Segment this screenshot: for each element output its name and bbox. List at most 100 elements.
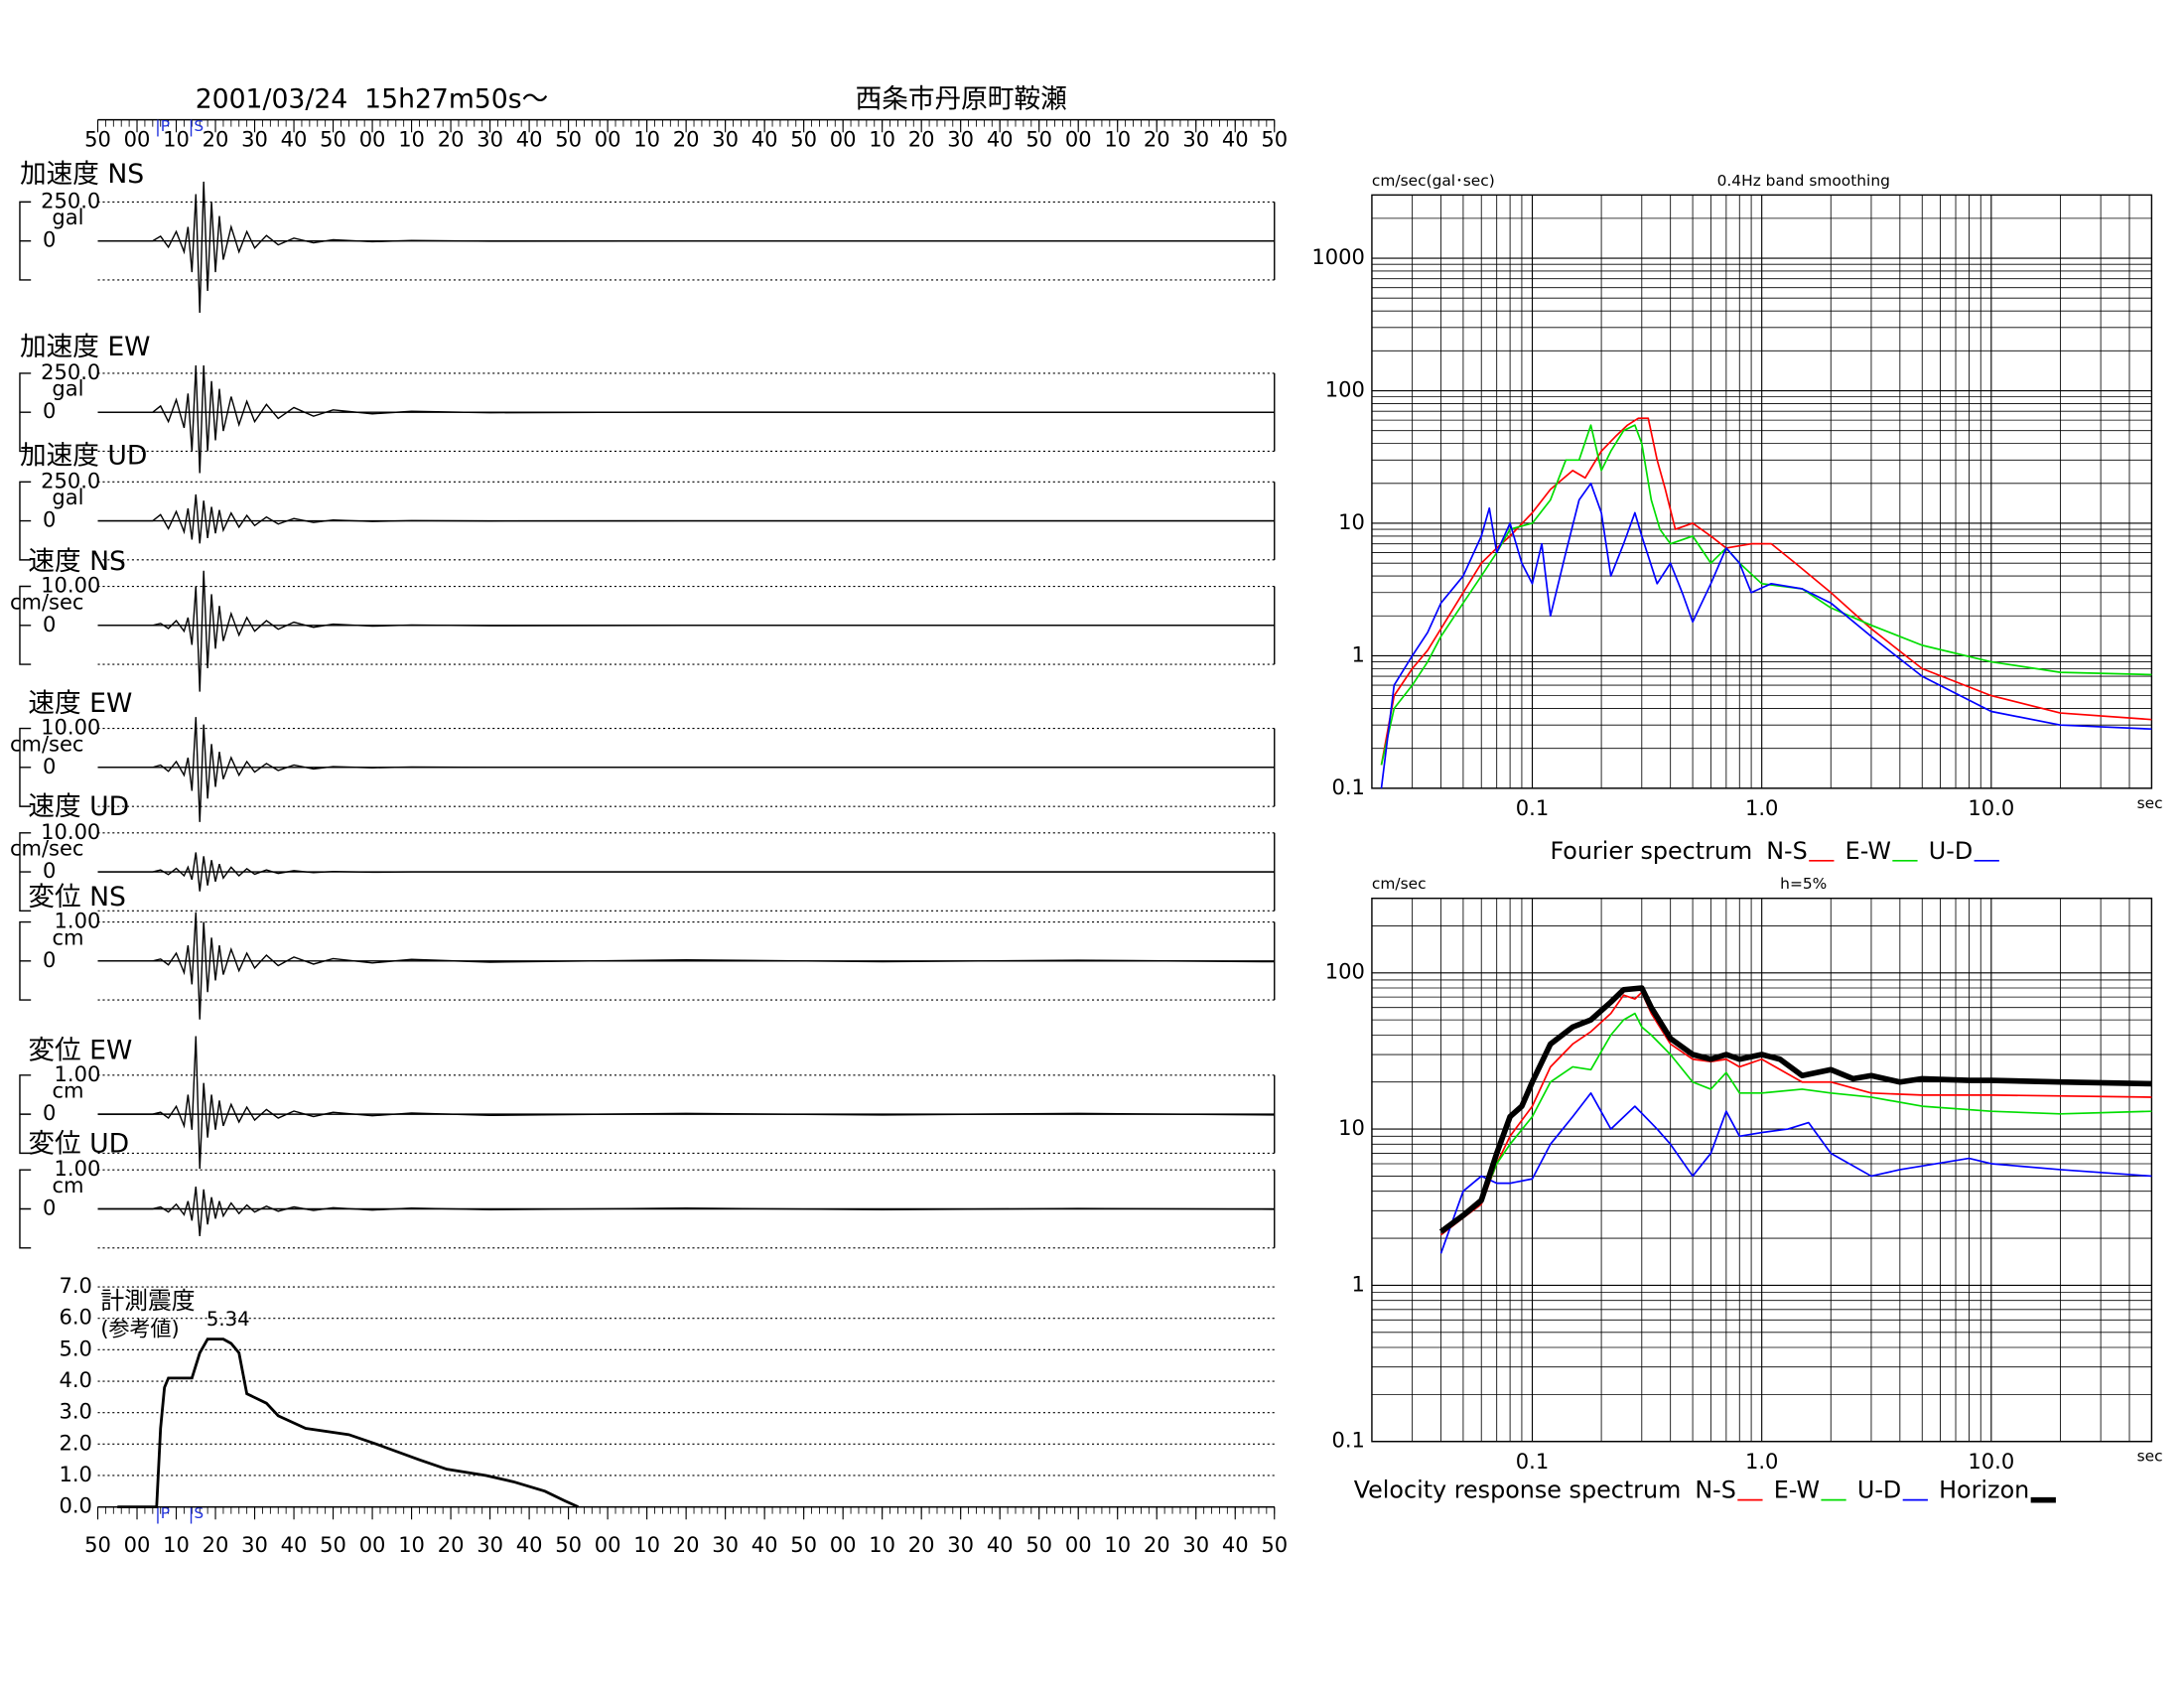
x-tick-label: 50 [555, 1532, 582, 1557]
y-tick-label: 1000 [1311, 244, 1364, 269]
y-tick-label: 1.00 [55, 1156, 101, 1181]
x-tick-label: 10 [1104, 127, 1131, 152]
legend-label: Horizon [1939, 1477, 2029, 1504]
x-tick-label: 20 [1144, 127, 1170, 152]
y-tick-label: 1.00 [55, 909, 101, 933]
spectrum-line [1438, 985, 2152, 1234]
trace-label: 速度 NS [28, 546, 126, 577]
y-tick-label: 0.1 [1331, 1428, 1364, 1453]
x-tick-label: 00 [124, 1532, 151, 1557]
y-tick-label: 1 [1352, 641, 1365, 666]
trace-unit: cm/sec [10, 731, 84, 756]
x-tick-label: 10 [633, 127, 660, 152]
y-tick-label: 0 [43, 1100, 56, 1125]
x-tick-label: 1.0 [1745, 795, 1778, 820]
trace-unit: cm [52, 924, 83, 949]
trace-label: 変位 NS [28, 882, 126, 913]
y-tick-label: 1.00 [55, 1061, 101, 1086]
x-tick-label: 20 [1144, 1532, 1170, 1557]
x-tick-label: 50 [1025, 1532, 1052, 1557]
x-tick-label: 10 [633, 1532, 660, 1557]
trace-unit: gal [52, 205, 83, 229]
station-name: 西条市丹原町鞍瀬 [856, 83, 1067, 114]
plot-frame [1371, 898, 2153, 1443]
x-tick-label: 30 [241, 127, 268, 152]
record-time: 2001/03/24 15h27m50s～ [196, 83, 549, 114]
x-tick-label: 0.1 [1516, 795, 1549, 820]
waveform [97, 1187, 1275, 1237]
trace-label: 加速度 EW [20, 332, 151, 362]
y-tick-label: 0 [43, 612, 56, 636]
trace-bracket [19, 481, 32, 561]
x-tick-label: 00 [595, 1532, 621, 1557]
y-tick-label: 1.0 [59, 1462, 91, 1486]
y-tick-label: 250.0 [41, 359, 100, 384]
trace-unit: gal [52, 376, 83, 401]
legend-title: Velocity response spectrum [1354, 1477, 1682, 1504]
intensity-title: 計測震度 [100, 1287, 195, 1315]
y-tick-label: 0.1 [1331, 774, 1364, 799]
y-tick-label: 10 [1338, 1115, 1365, 1140]
plot-frame [1371, 194, 2153, 789]
spectrum-line [1380, 417, 2152, 766]
x-tick-label: 50 [84, 1532, 111, 1557]
y-tick-label: 0.0 [59, 1493, 91, 1518]
x-tick-label: 00 [359, 1532, 386, 1557]
y-axis-unit: cm/sec [1372, 875, 1427, 893]
phase-label: S [194, 1504, 204, 1522]
trace-unit: gal [52, 485, 83, 509]
x-tick-label: 10 [163, 127, 190, 152]
legend-label: E-W [1845, 837, 1891, 865]
intensity-subtitle: (参考値) [100, 1317, 179, 1341]
y-tick-label: 10.00 [41, 573, 100, 598]
waveform [97, 912, 1275, 1020]
x-tick-label: 50 [320, 127, 346, 152]
trace-bracket [19, 832, 32, 913]
trace-label: 変位 UD [28, 1128, 129, 1159]
waveform [97, 493, 1275, 544]
waveform [97, 717, 1275, 822]
x-tick-label: 30 [947, 1532, 974, 1557]
x-tick-label: 30 [712, 127, 739, 152]
x-tick-label: 20 [908, 127, 935, 152]
y-tick-label: 1 [1352, 1271, 1365, 1296]
intensity-peak-label: 5.34 [206, 1308, 250, 1331]
x-tick-label: 40 [751, 1532, 778, 1557]
x-tick-label: 50 [1261, 127, 1288, 152]
x-tick-label: 10.0 [1968, 795, 2014, 820]
phase-label: S [194, 117, 204, 135]
trace-label: 変位 EW [28, 1035, 132, 1065]
x-tick-label: 40 [281, 127, 308, 152]
x-tick-label: 00 [830, 127, 857, 152]
x-tick-label: 40 [987, 1532, 1014, 1557]
x-tick-label: 30 [477, 127, 503, 152]
legend-label: N-S [1766, 837, 1808, 865]
x-tick-label: 00 [124, 127, 151, 152]
spectrum-line [1439, 1091, 2152, 1254]
x-tick-label: 50 [1261, 1532, 1288, 1557]
spectrum-line [1380, 482, 2152, 788]
trace-bracket [19, 1074, 32, 1155]
y-tick-label: 10.00 [41, 715, 100, 740]
x-tick-label: 40 [751, 127, 778, 152]
x-tick-label: 10 [398, 127, 425, 152]
trace-unit: cm/sec [10, 589, 84, 614]
x-tick-label: 10 [869, 127, 895, 152]
legend-label: U-D [1929, 837, 1973, 865]
trace-bracket [19, 727, 32, 807]
y-tick-label: 0 [43, 398, 56, 423]
x-tick-label: 20 [438, 1532, 465, 1557]
legend-label: E-W [1774, 1477, 1820, 1504]
y-tick-label: 250.0 [41, 188, 100, 212]
trace-bracket [19, 1169, 32, 1249]
y-axis-unit: cm/sec(gal･sec) [1372, 172, 1495, 190]
waveform [97, 852, 1275, 892]
x-tick-label: 40 [1222, 1532, 1249, 1557]
x-tick-label: 00 [1065, 127, 1092, 152]
y-tick-label: 100 [1325, 959, 1365, 984]
x-tick-label: 10 [398, 1532, 425, 1557]
waveform [97, 365, 1275, 474]
